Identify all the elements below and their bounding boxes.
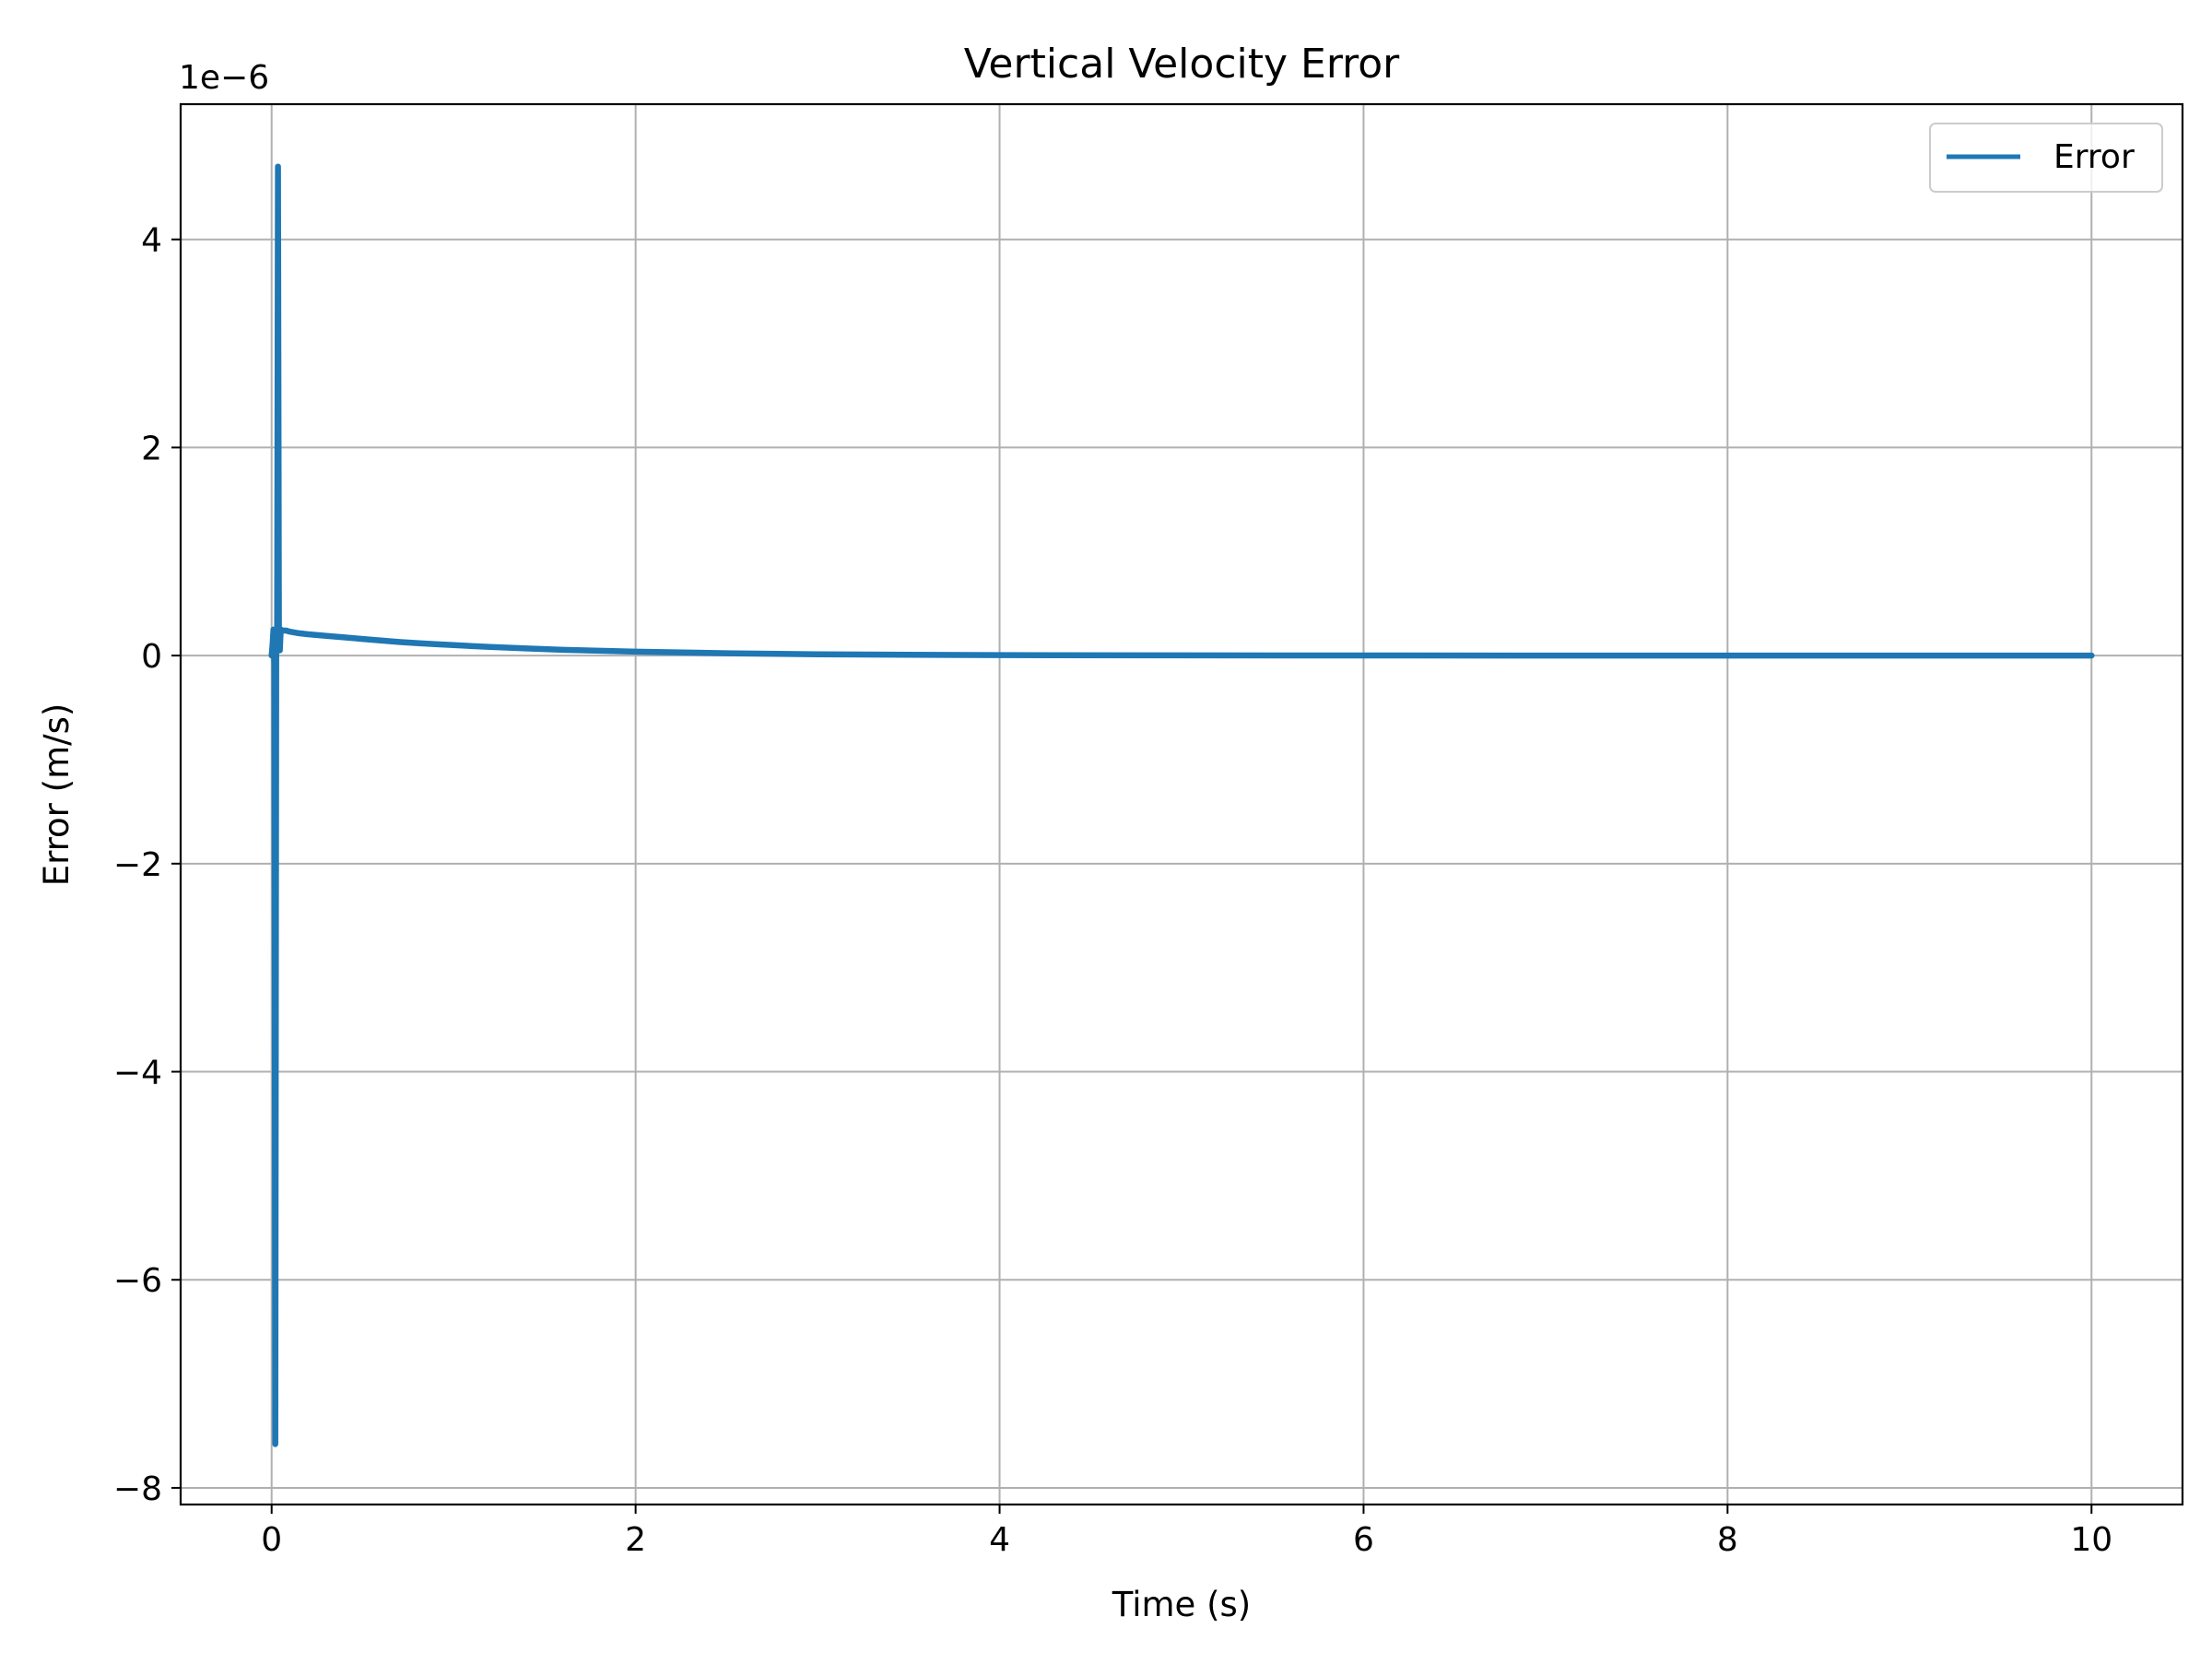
x-axis-label: Time (s) — [1112, 1585, 1251, 1624]
y-tick-label: 0 — [141, 638, 162, 676]
x-tick-label: 8 — [1717, 1521, 1738, 1559]
x-axis: 0 2 4 6 8 10 — [261, 1505, 2112, 1559]
series-line-error — [268, 163, 2095, 1447]
grid — [181, 104, 2183, 1505]
y-tick-label: −4 — [113, 1055, 162, 1092]
y-tick-label: −6 — [113, 1262, 162, 1300]
legend-box — [1929, 123, 2163, 193]
y-axis: −8 −6 −4 −2 0 2 4 — [113, 222, 181, 1508]
y-offset-label: 1e−6 — [179, 59, 269, 97]
y-axis-label: Error (m/s) — [37, 703, 76, 887]
legend: Error — [1929, 123, 2163, 193]
chart-title: Vertical Velocity Error — [964, 41, 1400, 88]
series-layer — [268, 163, 2095, 1447]
x-tick-label: 6 — [1353, 1521, 1374, 1559]
y-tick-label: −2 — [113, 846, 162, 884]
legend-label: Error — [2053, 138, 2135, 176]
y-tick-label: −8 — [113, 1470, 162, 1508]
x-tick-label: 0 — [261, 1521, 282, 1559]
y-tick-label: 4 — [141, 222, 162, 260]
x-tick-label: 10 — [2070, 1521, 2112, 1559]
y-tick-label: 2 — [141, 430, 162, 467]
x-tick-label: 2 — [625, 1521, 646, 1559]
x-tick-label: 4 — [989, 1521, 1010, 1559]
plot-frame — [179, 102, 2184, 1506]
